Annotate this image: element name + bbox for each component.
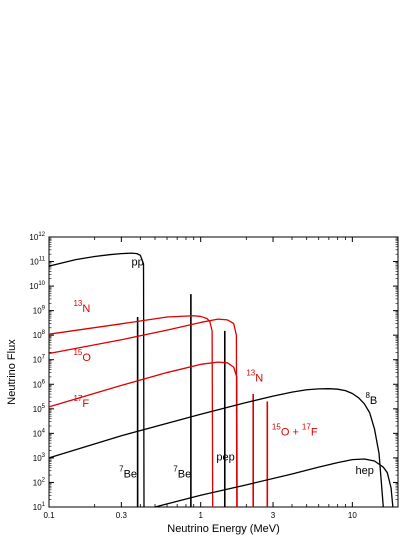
y-tick-exponent: 2 [42, 477, 46, 483]
annotation-part: 7 [119, 464, 124, 473]
annotation-N13: 13N [73, 299, 90, 315]
y-tick-base: 10 [33, 454, 42, 463]
annotation-N13b: 13N [246, 368, 263, 384]
y-tick-base: 10 [29, 282, 38, 291]
x-tick-label: 0.3 [116, 511, 128, 520]
y-tick-base: 10 [33, 331, 42, 340]
annotation-part: 8 [365, 391, 370, 400]
x-tick-label: 1 [198, 511, 203, 520]
annotation-part: O + [281, 427, 302, 439]
y-tick-base: 10 [29, 233, 38, 242]
annotation-part: N [255, 372, 263, 384]
annotation-part: hep [356, 465, 374, 477]
y-tick-label: 1012 [29, 232, 45, 242]
y-tick-exponent: 1 [42, 502, 46, 508]
annotation-part: pp [132, 256, 144, 268]
series-8B-line [48, 388, 384, 508]
series-17F-line [48, 361, 238, 508]
y-tick-label: 108 [33, 330, 46, 340]
y-tick-exponent: 3 [42, 453, 46, 459]
annotation-F17: 17F [73, 394, 89, 410]
annotation-part: B [370, 395, 377, 407]
y-tick-base: 10 [30, 258, 39, 267]
annotation-part: F [82, 398, 89, 410]
plot-frame [48, 236, 399, 508]
y-tick-exponent: 10 [38, 281, 45, 287]
y-tick-base: 10 [33, 380, 42, 389]
y-tick-label: 1011 [30, 257, 46, 267]
y-tick-exponent: 5 [42, 404, 46, 410]
annotation-part: 17 [73, 394, 82, 403]
y-tick-exponent: 4 [42, 428, 46, 434]
y-axis-label: Neutrino Flux [6, 339, 18, 405]
x-tick-label: 3 [271, 511, 276, 520]
x-tick-label: 10 [348, 511, 357, 520]
y-tick-label: 103 [33, 453, 46, 463]
line-sources [136, 294, 269, 507]
y-tick-label: 102 [33, 477, 46, 487]
annotation-pep: pep [216, 451, 234, 463]
y-tick-exponent: 7 [42, 355, 46, 361]
annotation-Be7b: 7Be [173, 464, 191, 480]
annotation-part: N [82, 303, 90, 315]
series-13N-line [48, 315, 214, 508]
x-tick-label: 0.1 [43, 511, 55, 520]
spectrum-series [48, 252, 394, 508]
series-hep-line [154, 458, 394, 508]
y-tick-label: 105 [33, 404, 46, 414]
annotation-Be7a: 7Be [119, 464, 137, 480]
annotation-part: 13 [246, 368, 255, 377]
annotation-part: 17 [302, 423, 311, 432]
annotation-O15F17: 15O + 17F [272, 423, 318, 439]
y-tick-exponent: 9 [42, 306, 46, 312]
y-tick-base: 10 [33, 405, 42, 414]
annotation-part: O [82, 352, 91, 364]
annotation-part: Be [124, 468, 137, 480]
annotation-part: 15 [272, 423, 281, 432]
annotation-O15: 15O [73, 348, 91, 364]
y-tick-base: 10 [33, 307, 42, 316]
y-tick-base: 10 [33, 356, 42, 365]
annotation-part: 7 [173, 464, 178, 473]
y-tick-label: 101 [33, 502, 46, 512]
y-tick-label: 106 [33, 379, 46, 389]
y-tick-label: 109 [33, 306, 46, 316]
y-tick-exponent: 8 [42, 330, 46, 336]
y-tick-base: 10 [33, 429, 42, 438]
y-tick-base: 10 [33, 478, 42, 487]
y-tick-exponent: 6 [42, 379, 46, 385]
annotation-part: pep [216, 451, 234, 463]
annotation-part: Be [178, 468, 191, 480]
y-tick-exponent: 12 [38, 232, 45, 238]
y-tick-label: 1010 [29, 281, 45, 291]
annotation-part: F [311, 427, 318, 439]
x-axis-label: Neutrino Energy (MeV) [167, 523, 280, 535]
annotation-part: 15 [73, 348, 82, 357]
annotation-B8: 8B [365, 391, 377, 407]
y-tick-label: 107 [33, 355, 46, 365]
annotation-pp: pp [132, 256, 144, 268]
y-tick-exponent: 11 [39, 257, 46, 263]
series-15O-line [48, 318, 238, 508]
annotation-hep: hep [356, 465, 374, 477]
series-pp-line [48, 252, 145, 508]
y-tick-base: 10 [33, 503, 42, 512]
y-tick-label: 104 [33, 428, 46, 438]
axis-ticks: 0.1 0.3 1 3 10101102103104105106107108109101… [29, 232, 398, 520]
annotation-part: 13 [73, 299, 82, 308]
